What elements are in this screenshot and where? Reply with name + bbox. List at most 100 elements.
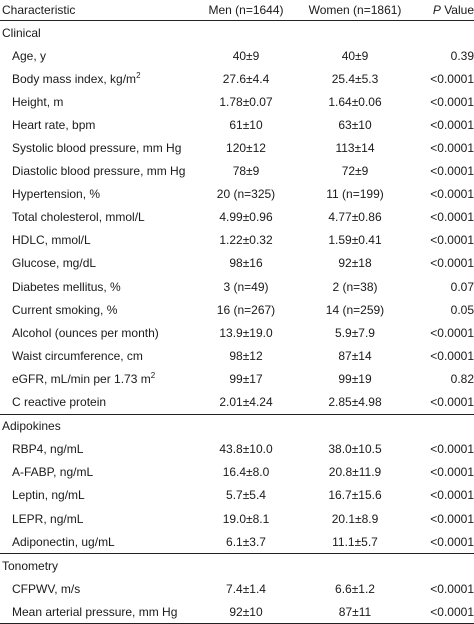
men-value: 98±12 — [229, 348, 263, 363]
section-header-row: Adipokines — [0, 415, 474, 438]
row-label: Diabetes mellitus, % — [12, 279, 121, 294]
row-label-cell: Alcohol (ounces per month) — [0, 326, 192, 340]
p-value: <0.0001 — [430, 442, 474, 457]
table-header-row: Characteristic Men (n=1644) Women (n=186… — [0, 0, 474, 20]
p-value: 0.07 — [450, 279, 474, 294]
row-label: LEPR, ng/mL — [12, 511, 84, 526]
p-value: <0.0001 — [430, 71, 474, 86]
table-row: Waist circumference, cm 98±12 87±14 <0.0001 — [0, 344, 474, 367]
table-row: eGFR, mL/min per 1.73 m2 99±17 99±19 0.82 — [0, 367, 474, 390]
men-value: 98±16 — [229, 256, 263, 271]
row-label-cell: Mean arterial pressure, mm Hg — [0, 605, 192, 619]
women-value: 63±10 — [338, 117, 372, 132]
row-label: Diastolic blood pressure, mm Hg — [12, 164, 186, 179]
women-value: 72±9 — [341, 164, 369, 179]
men-value: 7.4±1.4 — [226, 581, 266, 596]
men-value: 120±12 — [226, 141, 266, 156]
header-p-rest: Value — [440, 3, 474, 17]
header-p-value: P Value — [410, 3, 474, 17]
row-label-cell: Heart rate, bpm — [0, 118, 192, 132]
women-value: 11 (n=199) — [326, 187, 384, 202]
men-value: 4.99±0.96 — [219, 210, 273, 225]
women-value: 38.0±10.5 — [328, 442, 382, 457]
p-value: <0.0001 — [430, 604, 474, 619]
header-men: Men (n=1644) — [208, 3, 284, 17]
row-label-cell: eGFR, mL/min per 1.73 m2 — [0, 371, 192, 386]
men-value: 16.4±8.0 — [222, 465, 270, 480]
women-value: 20.8±11.9 — [328, 465, 382, 480]
men-value: 6.1±3.7 — [226, 534, 266, 549]
header-characteristic: Characteristic — [2, 3, 76, 17]
women-value: 99±19 — [338, 371, 372, 386]
header-rule — [0, 20, 474, 21]
row-label-cell: C reactive protein — [0, 395, 192, 409]
table-row: A-FABP, ng/mL 16.4±8.0 20.8±11.9 <0.0001 — [0, 461, 474, 484]
women-value: 14 (n=259) — [325, 302, 385, 317]
row-label-cell: Hypertension, % — [0, 187, 192, 201]
table-row: Diastolic blood pressure, mm Hg 78±9 72±9 <… — [0, 160, 474, 183]
table-row: Mean arterial pressure, mm Hg 92±10 87±11 <… — [0, 600, 474, 623]
table-row: LEPR, ng/mL 19.0±8.1 20.1±8.9 <0.0001 — [0, 507, 474, 530]
women-value: 4.77±0.86 — [328, 210, 382, 225]
row-label: Age, y — [12, 48, 47, 63]
row-label: Systolic blood pressure, mm Hg — [12, 141, 182, 156]
p-value: <0.0001 — [430, 94, 474, 109]
table-row: Diabetes mellitus, % 3 (n=49) 2 (n=38) 0.07 — [0, 275, 474, 298]
table-row: Heart rate, bpm 61±10 63±10 <0.0001 — [0, 113, 474, 136]
row-label-superscript: 2 — [136, 70, 141, 80]
table-body: Clinical Age, y 40±9 40±9 0.39 Body mass inde… — [0, 21, 474, 624]
table-row: Leptin, ng/mL 5.7±5.4 16.7±15.6 <0.0001 — [0, 484, 474, 507]
men-value: 5.7±5.4 — [226, 488, 266, 503]
p-value: 0.39 — [450, 48, 474, 63]
table-row: C reactive protein 2.01±4.24 2.85±4.98 <0.0… — [0, 391, 474, 414]
p-value: <0.0001 — [430, 256, 474, 271]
header-p-letter: P — [432, 3, 441, 17]
row-label-cell: Diastolic blood pressure, mm Hg — [0, 164, 192, 178]
women-value: 2 (n=38) — [332, 279, 378, 294]
section-header-row: Clinical — [0, 21, 474, 44]
women-value: 6.6±1.2 — [335, 581, 375, 596]
row-label-cell: HDLC, mmol/L — [0, 233, 192, 247]
p-value: <0.0001 — [430, 581, 474, 596]
men-value: 99±17 — [229, 371, 263, 386]
men-value: 16 (n=267) — [216, 302, 276, 317]
header-women: Women (n=1861) — [308, 3, 402, 17]
men-value: 3 (n=49) — [223, 279, 269, 294]
table-row: Systolic blood pressure, mm Hg 120±12 113±… — [0, 136, 474, 159]
section-title: Clinical — [2, 25, 41, 40]
men-value: 43.8±10.0 — [219, 442, 273, 457]
women-value: 87±14 — [338, 348, 372, 363]
women-value: 40±9 — [341, 48, 369, 63]
table-row: Total cholesterol, mmol/L 4.99±0.96 4.77±0… — [0, 206, 474, 229]
row-label-cell: Leptin, ng/mL — [0, 488, 192, 502]
table-row: Age, y 40±9 40±9 0.39 — [0, 44, 474, 67]
men-value: 19.0±8.1 — [222, 511, 270, 526]
men-value: 13.9±19.0 — [219, 325, 273, 340]
row-label: Alcohol (ounces per month) — [12, 325, 159, 340]
row-label: eGFR, mL/min per 1.73 m — [12, 371, 151, 386]
p-value: 0.05 — [450, 302, 474, 317]
women-value: 92±18 — [338, 256, 372, 271]
row-label-cell: CFPWV, m/s — [0, 582, 192, 596]
row-label-cell: Age, y — [0, 49, 192, 63]
men-value: 78±9 — [232, 164, 260, 179]
table-row: Alcohol (ounces per month) 13.9±19.0 5.9±7… — [0, 321, 474, 344]
row-label: Mean arterial pressure, mm Hg — [12, 604, 178, 619]
row-label: HDLC, mmol/L — [12, 233, 91, 248]
row-label: C reactive protein — [12, 395, 107, 410]
row-label-cell: A-FABP, ng/mL — [0, 465, 192, 479]
p-value: <0.0001 — [430, 117, 474, 132]
row-label: Adiponectin, ug/mL — [12, 534, 115, 549]
row-label-cell: Adiponectin, ug/mL — [0, 535, 192, 549]
men-value: 27.6±4.4 — [222, 71, 270, 86]
row-label-cell: Systolic blood pressure, mm Hg — [0, 141, 192, 155]
row-label: Current smoking, % — [12, 302, 118, 317]
row-label: RBP4, ng/mL — [12, 442, 84, 457]
row-label-cell: Diabetes mellitus, % — [0, 280, 192, 294]
p-value: <0.0001 — [430, 511, 474, 526]
table-row: Current smoking, % 16 (n=267) 14 (n=259) 0.… — [0, 298, 474, 321]
row-label: Body mass index, kg/m — [12, 71, 137, 86]
women-value: 113±14 — [335, 141, 375, 156]
women-value: 5.9±7.9 — [335, 325, 375, 340]
women-value: 2.85±4.98 — [328, 395, 382, 410]
